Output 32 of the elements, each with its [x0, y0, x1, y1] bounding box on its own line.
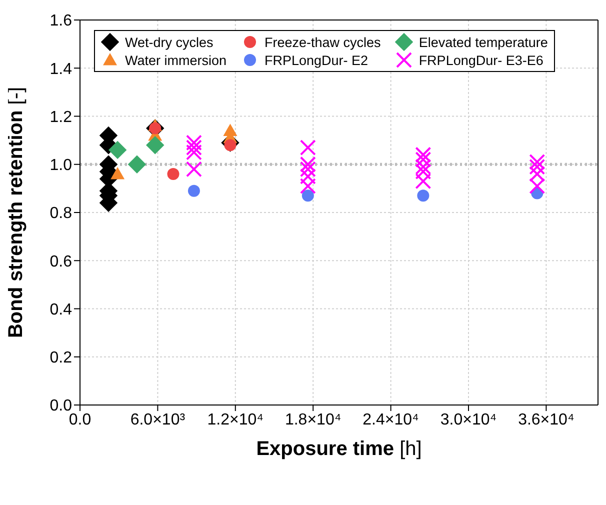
y-tick-label: 1.0 — [50, 157, 72, 174]
x-tick-label: 2.4×10⁴ — [362, 411, 420, 428]
x-tick-label: 1.8×10⁴ — [284, 411, 342, 428]
point — [417, 190, 430, 202]
y-tick-label: 0.4 — [50, 301, 72, 318]
y-tick-label: 1.4 — [50, 60, 72, 78]
legend-label: Elevated temperature — [418, 34, 548, 50]
x-tick-label: 1.2×10⁴ — [207, 411, 264, 428]
point — [529, 158, 546, 175]
y-tick-label: 1.6 — [50, 12, 72, 30]
point — [186, 134, 202, 151]
point — [186, 140, 202, 156]
point — [128, 155, 146, 174]
x-tick-label: 6.0×10³ — [130, 411, 186, 428]
y-tick-label: 1.2 — [50, 108, 72, 126]
x-tick-label: 3.0×10⁴ — [440, 411, 497, 428]
y-tick-label: 0.2 — [50, 350, 72, 367]
legend-label: FRPLongDur- E3-E6 — [418, 52, 544, 68]
point — [167, 168, 180, 180]
x-tick-label: 3.6×10⁴ — [518, 411, 574, 428]
point — [110, 167, 125, 180]
point — [188, 184, 200, 197]
y-tick-label: 0.8 — [50, 205, 72, 222]
point — [108, 140, 127, 160]
x-axis-title: Exposure time [h] — [256, 438, 422, 460]
y-tick-label: 0.6 — [50, 253, 72, 270]
legend-label: Wet-dry cycles — [125, 34, 214, 50]
point — [146, 136, 164, 154]
legend-label: Water immersion — [125, 52, 227, 68]
legend-label: FRPLongDur- E2 — [264, 52, 368, 68]
point — [302, 190, 314, 202]
legend-label: Freeze-thaw cycles — [264, 34, 381, 50]
